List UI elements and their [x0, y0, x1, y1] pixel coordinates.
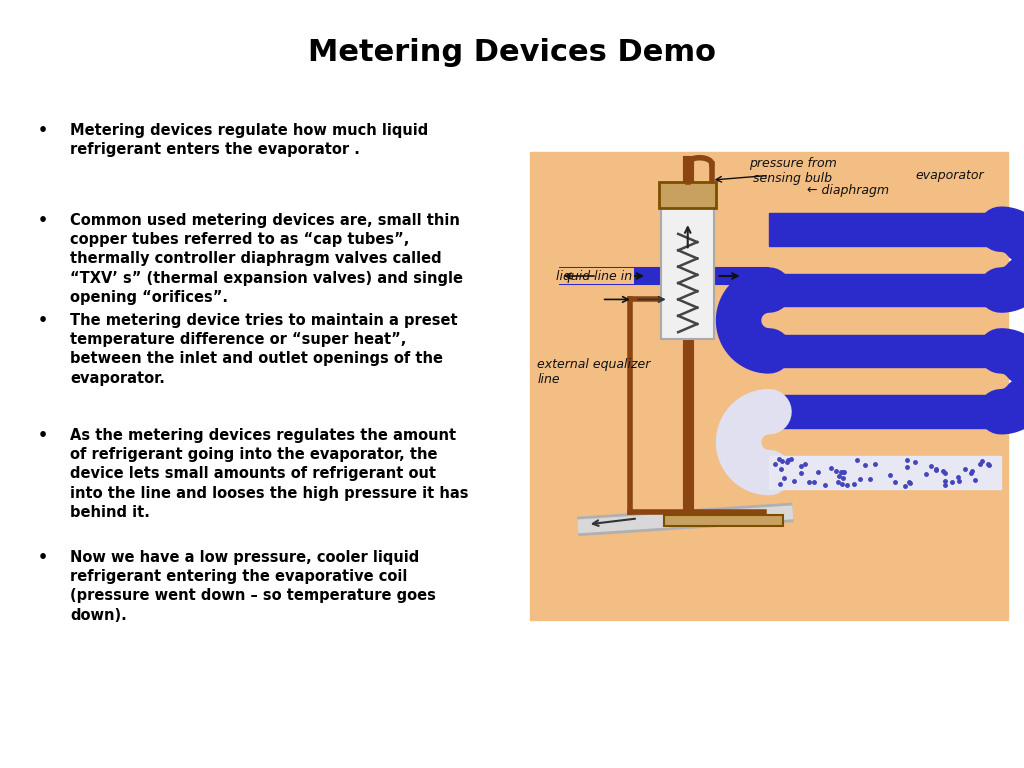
Bar: [769, 335, 1000, 367]
Text: •: •: [38, 550, 48, 565]
Text: Common used metering devices are, small thin
copper tubes referred to as “cap tu: Common used metering devices are, small …: [70, 213, 463, 305]
Text: As the metering devices regulates the amount
of refrigerant going into the evapo: As the metering devices regulates the am…: [70, 428, 469, 520]
Text: •: •: [38, 313, 48, 328]
Text: •: •: [38, 428, 48, 443]
Text: ← diaphragm: ← diaphragm: [807, 184, 889, 197]
Text: Metering devices regulate how much liquid
refrigerant enters the evaporator .: Metering devices regulate how much liqui…: [70, 123, 428, 157]
Text: Metering Devices Demo: Metering Devices Demo: [308, 38, 716, 67]
Bar: [664, 515, 783, 526]
Text: liquid line in: liquid line in: [556, 270, 633, 283]
Text: •: •: [38, 213, 48, 228]
Text: Now we have a low pressure, cooler liquid
refrigerant entering the evaporative c: Now we have a low pressure, cooler liqui…: [70, 550, 436, 623]
Bar: [662, 208, 714, 339]
Bar: [769, 456, 1000, 489]
Text: pressure from
sensing bulb: pressure from sensing bulb: [749, 157, 837, 184]
Text: •: •: [38, 123, 48, 138]
Bar: [659, 183, 717, 208]
Bar: [769, 273, 1000, 306]
Text: evaporator: evaporator: [915, 169, 984, 182]
Bar: [769, 396, 1000, 428]
Bar: [530, 152, 1008, 620]
Text: The metering device tries to maintain a preset
temperature difference or “super : The metering device tries to maintain a …: [70, 313, 458, 386]
Bar: [769, 213, 1000, 246]
Text: external equalizer
line: external equalizer line: [538, 358, 650, 386]
